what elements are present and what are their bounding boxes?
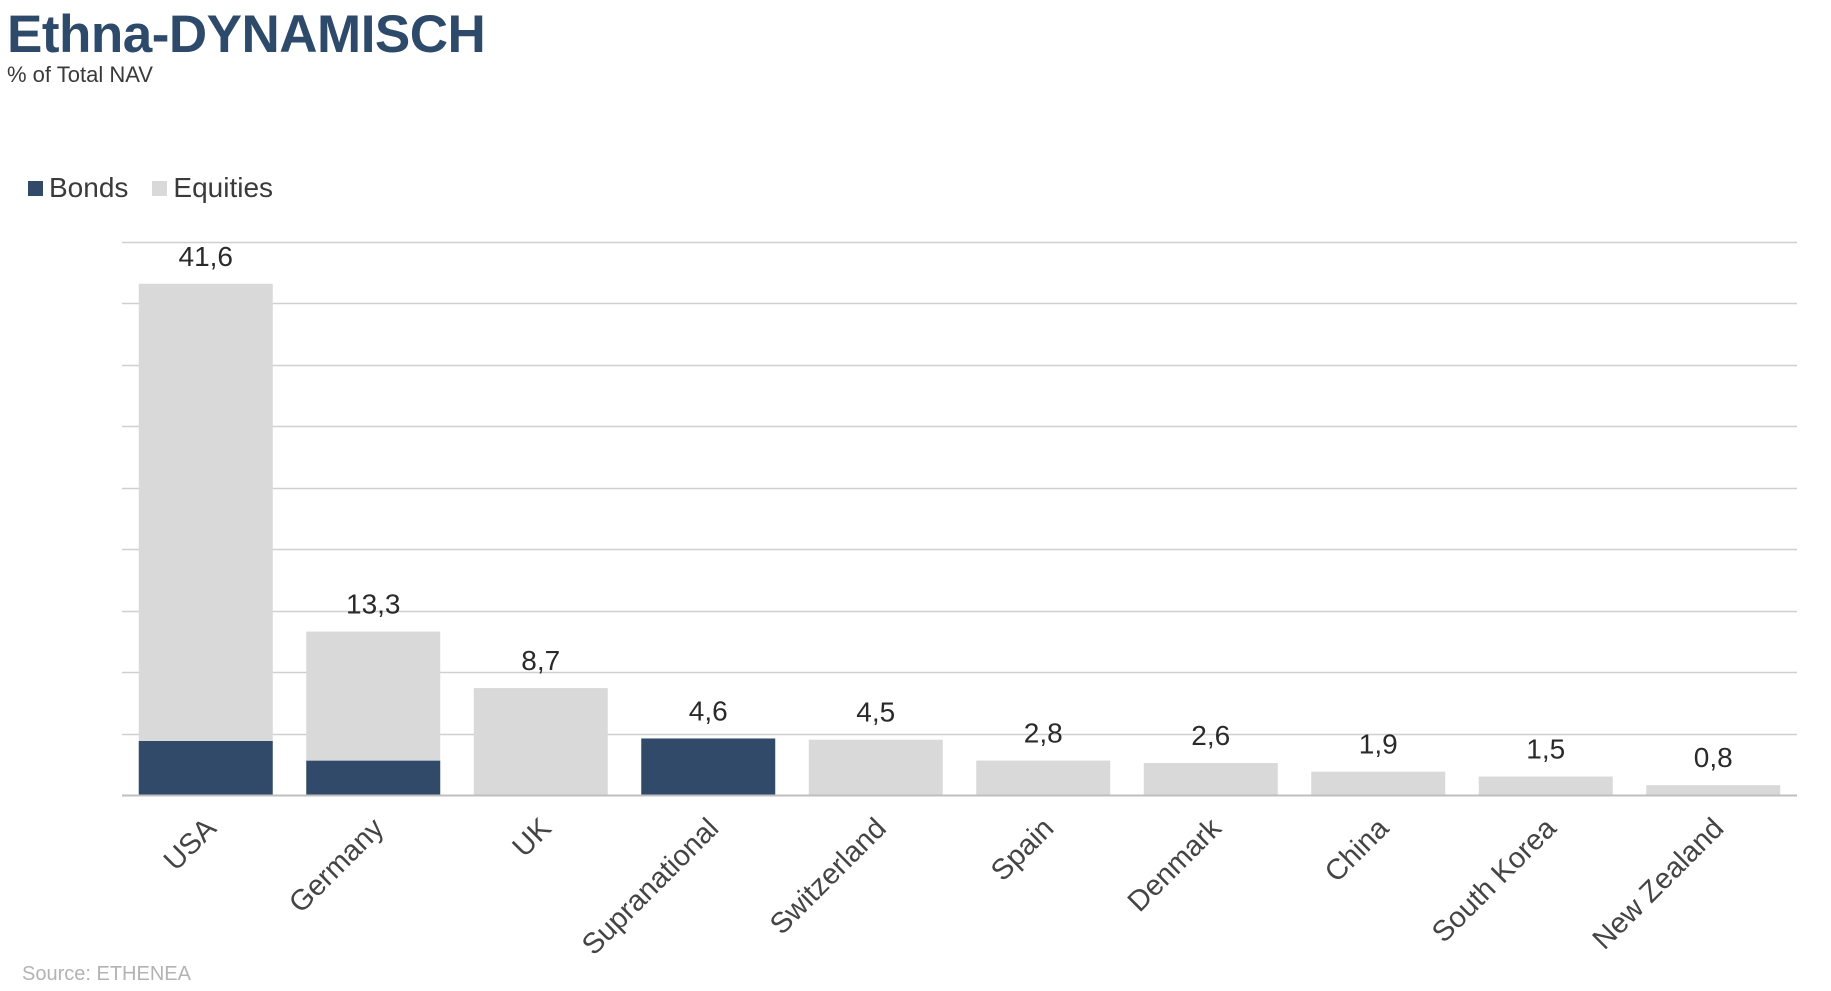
x-tick-label: Switzerland [764,812,893,941]
bar-bonds-supranational [641,738,776,795]
bar-bonds-usa [138,740,273,795]
bar-equities-switzerland [808,739,943,795]
chart-subtitle: % of Total NAV [7,62,153,87]
data-label: 4,6 [689,695,728,726]
legend-label-bonds: Bonds [49,172,129,203]
legend-item-bonds: Bonds [28,172,128,204]
bar-equities-uk [473,688,608,795]
data-label: 0,8 [1694,742,1733,773]
legend-swatch-bonds [28,180,43,196]
source-note: Source: ETHENEA [22,963,191,985]
data-label: 2,6 [1191,720,1230,751]
bar-equities-spain [976,760,1111,795]
data-label: 41,6 [179,241,234,272]
x-tick-label: Spain [985,812,1060,887]
x-tick-label: Denmark [1122,812,1228,918]
legend-swatch-equities [152,180,168,196]
chart-title: Ethna-DYNAMISCH [7,5,486,64]
bar-equities-usa [138,283,273,741]
data-label: 1,9 [1359,729,1398,760]
chart-legend: Bonds Equities [28,172,297,204]
data-label: 1,5 [1526,734,1565,765]
data-label: 4,5 [856,697,895,728]
bar-equities-germany [306,631,441,761]
x-tick-label: Germany [283,812,390,919]
bar-bonds-germany [306,760,441,795]
x-tick-label: Supranational [576,812,725,961]
x-tick-label: USA [158,812,223,877]
x-tick-label: South Korea [1426,812,1563,949]
legend-label-equities: Equities [173,172,274,203]
data-label: 2,8 [1024,718,1063,749]
data-label: 13,3 [346,589,401,620]
legend-item-equities: Equities [152,172,273,204]
x-tick-label: UK [507,812,559,864]
x-tick-label: China [1319,812,1396,889]
bar-equities-south-korea [1478,776,1613,795]
data-label: 8,7 [521,645,560,676]
bar-equities-china [1311,771,1446,795]
bar-equities-new-zealand [1646,785,1781,795]
bar-equities-denmark [1143,763,1278,795]
x-tick-label: New Zealand [1587,812,1730,955]
